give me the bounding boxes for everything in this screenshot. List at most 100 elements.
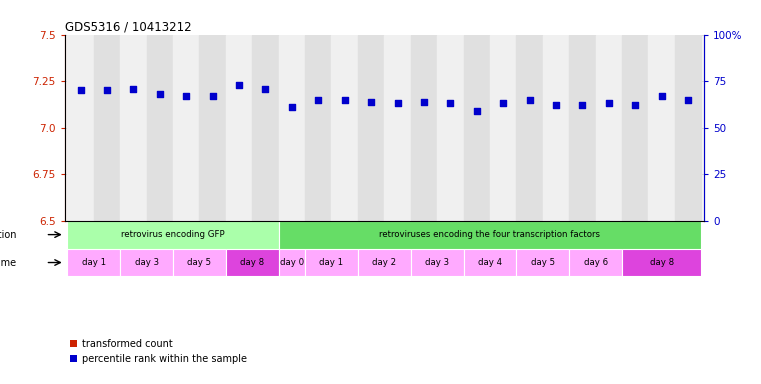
Bar — [463, 248, 517, 276]
Bar — [358, 248, 411, 276]
Text: day 8: day 8 — [650, 258, 673, 267]
Bar — [332, 35, 358, 221]
Bar — [463, 35, 490, 221]
Bar — [463, 35, 490, 221]
Point — [75, 87, 87, 93]
Bar — [442, 176, 458, 221]
Bar — [126, 114, 142, 221]
Text: GDS5316 / 10413212: GDS5316 / 10413212 — [65, 20, 191, 33]
Point — [655, 93, 667, 99]
Point — [418, 98, 430, 104]
Bar — [120, 35, 147, 221]
Text: day 3: day 3 — [425, 258, 449, 267]
Bar — [548, 187, 564, 221]
Text: day 2: day 2 — [372, 258, 396, 267]
Bar — [358, 35, 384, 221]
Point — [603, 100, 615, 106]
Bar — [622, 248, 702, 276]
Bar — [363, 165, 379, 221]
Text: day 3: day 3 — [135, 258, 158, 267]
Bar — [173, 248, 226, 276]
Bar — [310, 144, 326, 221]
Bar — [94, 35, 120, 221]
Bar — [596, 35, 622, 221]
Bar — [437, 35, 463, 221]
Point — [524, 97, 536, 103]
Bar — [337, 174, 352, 221]
Bar — [305, 248, 358, 276]
Point — [206, 93, 218, 99]
Text: day 4: day 4 — [478, 258, 502, 267]
Bar — [521, 161, 537, 221]
Point — [101, 87, 113, 93]
Bar — [543, 35, 569, 221]
Point — [260, 86, 272, 92]
Bar — [654, 133, 670, 221]
Bar — [648, 35, 675, 221]
Point — [154, 91, 166, 97]
Bar — [416, 154, 431, 221]
Bar — [384, 35, 411, 221]
Bar — [226, 35, 252, 221]
Text: time: time — [0, 258, 17, 268]
Bar — [279, 221, 702, 248]
Bar — [173, 35, 199, 221]
Text: day 6: day 6 — [584, 258, 608, 267]
Bar — [305, 35, 332, 221]
Point — [682, 97, 694, 103]
Point — [339, 97, 351, 103]
Text: day 1: day 1 — [320, 258, 343, 267]
Bar — [94, 35, 120, 221]
Bar — [411, 35, 437, 221]
Point — [286, 104, 298, 110]
Bar — [622, 35, 648, 221]
Bar — [469, 210, 485, 221]
Bar — [675, 35, 702, 221]
Bar — [601, 197, 616, 221]
Bar — [437, 35, 463, 221]
Bar — [252, 35, 279, 221]
Bar — [252, 35, 279, 221]
Bar — [517, 248, 569, 276]
Point — [550, 102, 562, 108]
Point — [127, 86, 139, 92]
Point — [470, 108, 482, 114]
Bar — [390, 193, 406, 221]
Bar — [205, 135, 221, 221]
Bar — [120, 248, 173, 276]
Bar — [231, 70, 247, 221]
Bar — [67, 221, 279, 248]
Bar — [279, 248, 305, 276]
Text: retrovirus encoding GFP: retrovirus encoding GFP — [121, 230, 224, 239]
Bar — [332, 35, 358, 221]
Bar — [411, 248, 463, 276]
Bar — [284, 211, 300, 221]
Bar — [517, 35, 543, 221]
Point — [180, 93, 193, 99]
Point — [233, 82, 245, 88]
Bar — [279, 35, 305, 221]
Point — [365, 98, 377, 104]
Bar — [622, 35, 648, 221]
Bar — [226, 35, 252, 221]
Bar — [67, 248, 120, 276]
Point — [391, 100, 403, 106]
Bar — [147, 35, 173, 221]
Bar — [411, 35, 437, 221]
Bar — [490, 35, 517, 221]
Bar — [569, 35, 596, 221]
Text: day 0: day 0 — [280, 258, 304, 267]
Bar — [384, 35, 411, 221]
Bar — [257, 103, 273, 221]
Bar — [99, 127, 115, 221]
Bar — [279, 35, 305, 221]
Bar — [226, 248, 279, 276]
Point — [629, 102, 642, 108]
Point — [576, 102, 588, 108]
Bar — [72, 127, 88, 221]
Legend: transformed count, percentile rank within the sample: transformed count, percentile rank withi… — [69, 339, 247, 364]
Bar — [152, 150, 167, 221]
Bar — [569, 248, 622, 276]
Bar — [569, 35, 596, 221]
Text: day 5: day 5 — [530, 258, 555, 267]
